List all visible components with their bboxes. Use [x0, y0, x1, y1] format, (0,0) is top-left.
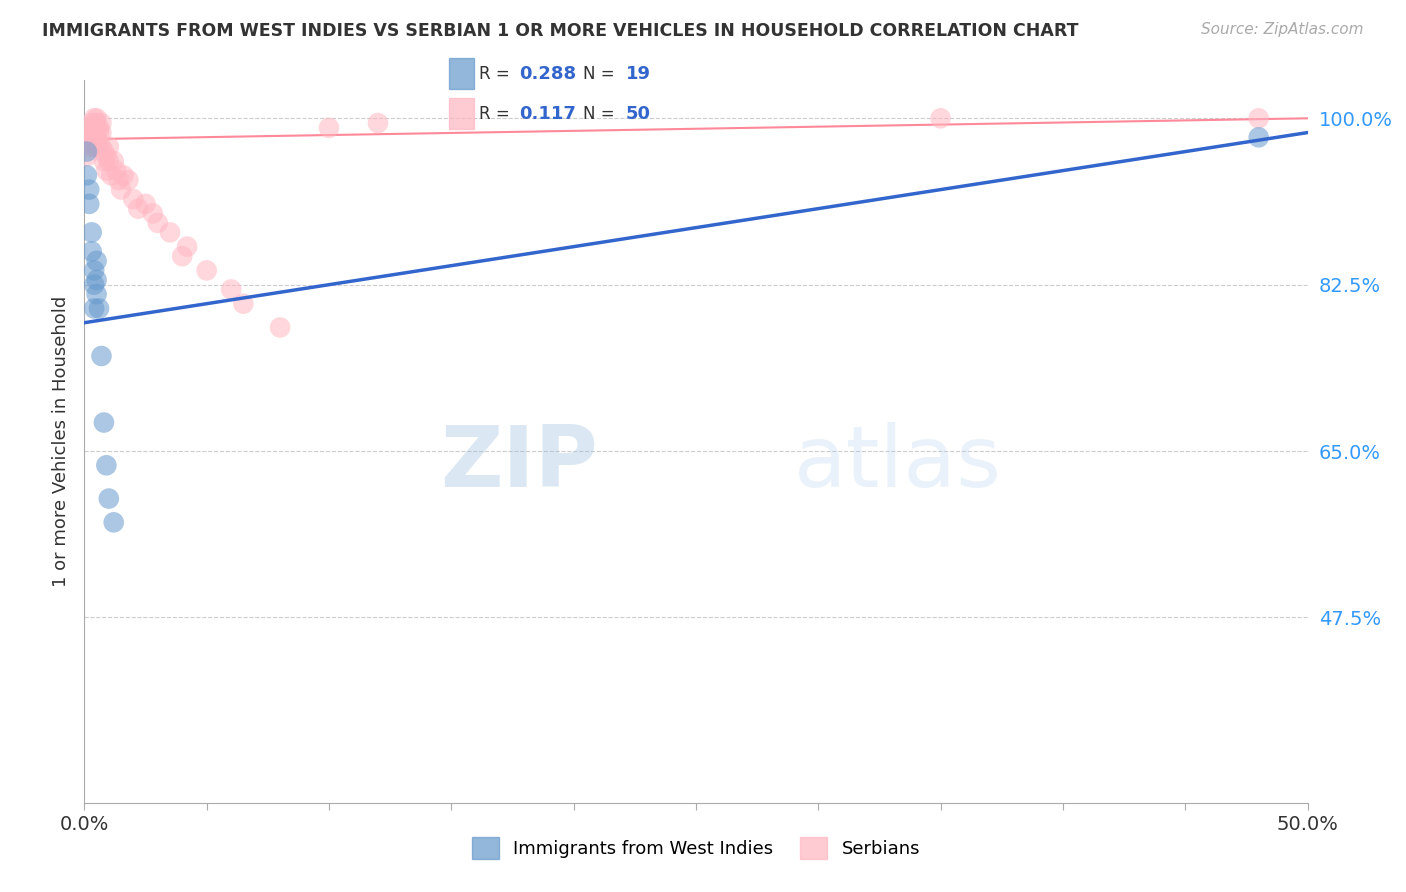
- Point: [100, 169, 122, 183]
- Point: [77, 120, 100, 135]
- Point: [929, 112, 952, 126]
- Point: [76, 149, 98, 163]
- Text: R =: R =: [479, 64, 516, 83]
- Text: atlas: atlas: [794, 422, 1002, 505]
- Point: [86, 116, 108, 130]
- Point: [93, 416, 115, 430]
- Text: 50: 50: [626, 104, 651, 123]
- Point: [112, 169, 135, 183]
- Point: [103, 154, 125, 169]
- Point: [87, 135, 110, 149]
- Point: [90, 116, 112, 130]
- Point: [159, 226, 181, 240]
- Point: [80, 244, 103, 259]
- Point: [80, 116, 103, 130]
- Point: [83, 120, 105, 135]
- Point: [86, 287, 108, 301]
- Point: [97, 140, 120, 154]
- Point: [232, 296, 254, 310]
- Point: [318, 120, 340, 135]
- Text: 0.117: 0.117: [519, 104, 575, 123]
- Point: [367, 116, 389, 130]
- Legend: Immigrants from West Indies, Serbians: Immigrants from West Indies, Serbians: [464, 830, 928, 866]
- Point: [87, 120, 110, 135]
- Point: [76, 169, 98, 183]
- Point: [77, 197, 100, 211]
- Point: [90, 126, 112, 140]
- Point: [83, 277, 105, 292]
- Point: [195, 263, 218, 277]
- Point: [83, 263, 105, 277]
- Point: [176, 240, 198, 254]
- Point: [83, 140, 105, 154]
- Point: [87, 301, 110, 316]
- Bar: [449, 58, 474, 89]
- Text: N =: N =: [583, 64, 620, 83]
- Point: [1247, 112, 1270, 126]
- Point: [142, 206, 165, 220]
- Point: [83, 130, 105, 145]
- Point: [269, 320, 291, 334]
- Text: IMMIGRANTS FROM WEST INDIES VS SERBIAN 1 OR MORE VEHICLES IN HOUSEHOLD CORRELATI: IMMIGRANTS FROM WEST INDIES VS SERBIAN 1…: [42, 22, 1078, 40]
- Point: [83, 112, 105, 126]
- Point: [83, 301, 105, 316]
- Point: [172, 249, 194, 263]
- Point: [110, 183, 132, 197]
- Point: [122, 192, 145, 206]
- Text: 19: 19: [626, 64, 651, 83]
- Point: [86, 253, 108, 268]
- Point: [86, 140, 108, 154]
- Text: ZIP: ZIP: [440, 422, 598, 505]
- Point: [135, 197, 157, 211]
- Point: [77, 183, 100, 197]
- Point: [93, 145, 115, 159]
- Y-axis label: 1 or more Vehicles in Household: 1 or more Vehicles in Household: [52, 296, 70, 587]
- Point: [80, 126, 103, 140]
- Text: 0.288: 0.288: [519, 64, 576, 83]
- Point: [96, 149, 118, 163]
- Point: [86, 273, 108, 287]
- Point: [117, 173, 139, 187]
- Text: N =: N =: [583, 104, 620, 123]
- Point: [90, 140, 112, 154]
- Text: Source: ZipAtlas.com: Source: ZipAtlas.com: [1201, 22, 1364, 37]
- Point: [76, 145, 98, 159]
- Point: [90, 349, 112, 363]
- Point: [1247, 130, 1270, 145]
- Point: [80, 140, 103, 154]
- Point: [97, 154, 120, 169]
- Point: [86, 112, 108, 126]
- Point: [146, 216, 169, 230]
- Text: R =: R =: [479, 104, 520, 123]
- Point: [219, 282, 242, 296]
- Point: [96, 163, 118, 178]
- Bar: [449, 98, 474, 129]
- Point: [107, 173, 129, 187]
- Point: [96, 458, 118, 473]
- Point: [97, 491, 120, 506]
- Point: [93, 154, 115, 169]
- Point: [103, 516, 125, 530]
- Point: [86, 126, 108, 140]
- Point: [105, 163, 128, 178]
- Point: [127, 202, 149, 216]
- Point: [87, 126, 110, 140]
- Point: [77, 130, 100, 145]
- Point: [80, 226, 103, 240]
- Point: [76, 135, 98, 149]
